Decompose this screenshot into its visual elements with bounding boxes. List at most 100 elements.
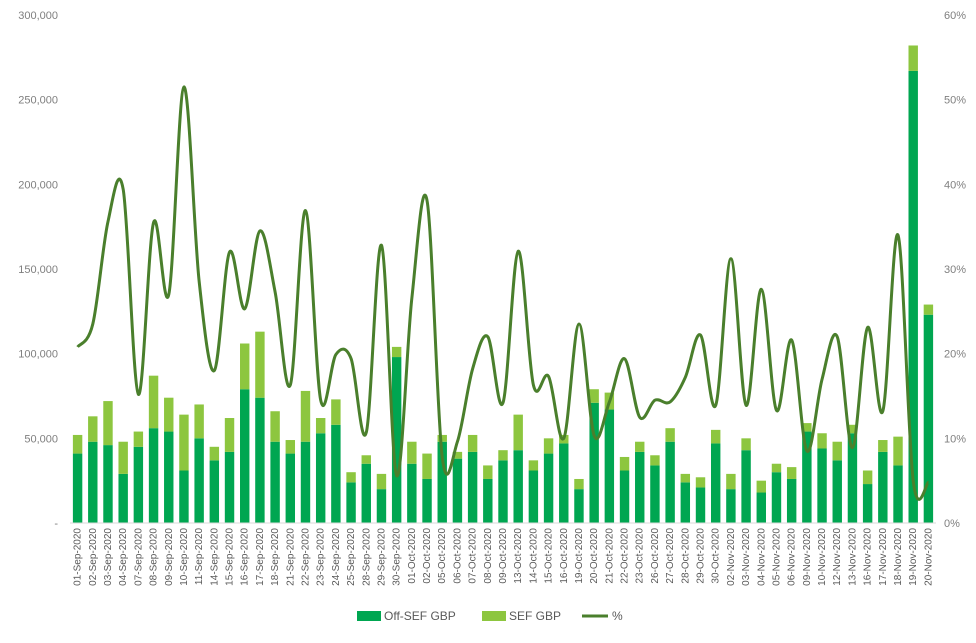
bar-off-sef <box>194 438 204 523</box>
x-tick-label: 19-Nov-2020 <box>908 528 919 586</box>
x-tick-label: 06-Oct-2020 <box>452 528 463 584</box>
bar-sef <box>331 399 341 425</box>
bar-off-sef <box>437 441 447 523</box>
x-tick-label: 23-Sep-2020 <box>316 528 327 586</box>
legend-swatch-sef <box>482 611 506 621</box>
x-tick-label: 14-Sep-2020 <box>209 528 220 586</box>
bar-off-sef <box>240 389 250 523</box>
bar-off-sef <box>255 397 265 523</box>
x-tick-label: 11-Sep-2020 <box>194 528 205 586</box>
bar-off-sef <box>72 453 83 523</box>
x-tick-label: 13-Oct-2020 <box>513 528 524 584</box>
x-tick-label: 14-Oct-2020 <box>528 528 539 584</box>
x-tick-label: 24-Sep-2020 <box>331 528 342 586</box>
bar-off-sef <box>285 453 296 523</box>
x-tick-label: 29-Sep-2020 <box>377 528 388 586</box>
x-tick-label: 21-Sep-2020 <box>285 528 296 586</box>
x-tick-label: 19-Oct-2020 <box>574 528 585 584</box>
bar-sef <box>148 375 159 429</box>
bar-off-sef <box>893 465 903 523</box>
bar-sef <box>255 331 265 398</box>
bar-sef <box>923 304 934 315</box>
bar-off-sef <box>513 450 523 523</box>
bar-off-sef <box>528 470 539 523</box>
bar-off-sef <box>635 451 645 523</box>
bar-sef <box>680 473 691 483</box>
bar-off-sef <box>923 314 934 523</box>
bar-off-sef <box>118 473 128 523</box>
bar-sef <box>437 434 447 442</box>
bar-sef <box>452 451 463 459</box>
x-tick-label: 30-Sep-2020 <box>392 528 403 586</box>
left-tick-label: 200,000 <box>18 179 58 191</box>
x-tick-label: 13-Nov-2020 <box>847 528 858 586</box>
x-tick-label: 09-Oct-2020 <box>498 528 509 584</box>
bar-off-sef <box>695 487 706 523</box>
bar-sef <box>756 480 766 493</box>
x-tick-label: 03-Sep-2020 <box>103 528 114 586</box>
bar-sef <box>726 473 736 490</box>
left-tick-label: 100,000 <box>18 349 58 361</box>
legend-swatch-off-sef <box>357 611 381 621</box>
x-tick-label: 15-Oct-2020 <box>544 528 555 584</box>
x-tick-label: 23-Oct-2020 <box>635 528 646 584</box>
bar-off-sef <box>164 431 174 523</box>
bar-sef <box>650 455 660 466</box>
bar-sef <box>786 467 797 479</box>
bar-off-sef <box>300 441 311 523</box>
bar-sef <box>209 446 220 461</box>
series-line-percent <box>76 85 930 501</box>
bar-off-sef <box>346 482 356 523</box>
bar-off-sef <box>179 470 189 523</box>
left-tick-label: 150,000 <box>18 264 58 276</box>
right-tick-label: 0% <box>944 518 960 530</box>
x-tick-label: 22-Oct-2020 <box>620 528 631 584</box>
x-tick-label: 03-Nov-2020 <box>741 528 752 586</box>
x-tick-label: 16-Sep-2020 <box>240 528 251 586</box>
bar-sef <box>483 465 493 479</box>
bar-off-sef <box>847 433 858 523</box>
bar-off-sef <box>771 472 782 523</box>
bar-sef <box>467 434 478 452</box>
bar-off-sef <box>148 428 159 523</box>
bar-off-sef <box>786 478 797 523</box>
bar-sef <box>346 472 356 483</box>
bar-sef <box>285 440 296 454</box>
left-tick-label: 300,000 <box>18 10 58 22</box>
x-tick-label: 18-Sep-2020 <box>270 528 281 586</box>
bar-off-sef <box>543 453 554 523</box>
bar-sef <box>862 470 873 485</box>
bar-sef <box>407 441 417 464</box>
bar-off-sef <box>467 451 478 523</box>
x-tick-label: 29-Oct-2020 <box>696 528 707 584</box>
bar-sef <box>315 418 326 434</box>
x-tick-label: 18-Nov-2020 <box>893 528 904 586</box>
bar-off-sef <box>376 489 387 523</box>
x-tick-label: 20-Nov-2020 <box>923 528 934 586</box>
legend-label-off-sef: Off-SEF GBP <box>384 609 456 623</box>
x-tick-label: 28-Oct-2020 <box>680 528 691 584</box>
bar-sef <box>498 450 508 461</box>
bar-sef <box>376 473 387 490</box>
bar-off-sef <box>422 478 432 523</box>
x-tick-label: 10-Sep-2020 <box>179 528 190 586</box>
bar-off-sef <box>710 443 721 523</box>
bar-off-sef <box>498 460 508 523</box>
x-tick-label: 08-Oct-2020 <box>483 528 494 584</box>
x-tick-label: 15-Sep-2020 <box>225 528 236 586</box>
bar-sef <box>817 433 827 449</box>
bar-off-sef <box>483 478 493 523</box>
bar-off-sef <box>315 433 326 523</box>
bar-off-sef <box>452 458 463 523</box>
bar-off-sef <box>88 441 98 523</box>
bar-off-sef <box>619 470 630 523</box>
right-tick-label: 50% <box>944 95 966 107</box>
bar-sef <box>574 478 584 490</box>
bar-off-sef <box>391 357 402 523</box>
bar-sef <box>771 463 782 473</box>
x-tick-label: 16-Nov-2020 <box>863 528 874 586</box>
bar-off-sef <box>802 431 812 523</box>
bar-sef <box>118 441 128 474</box>
